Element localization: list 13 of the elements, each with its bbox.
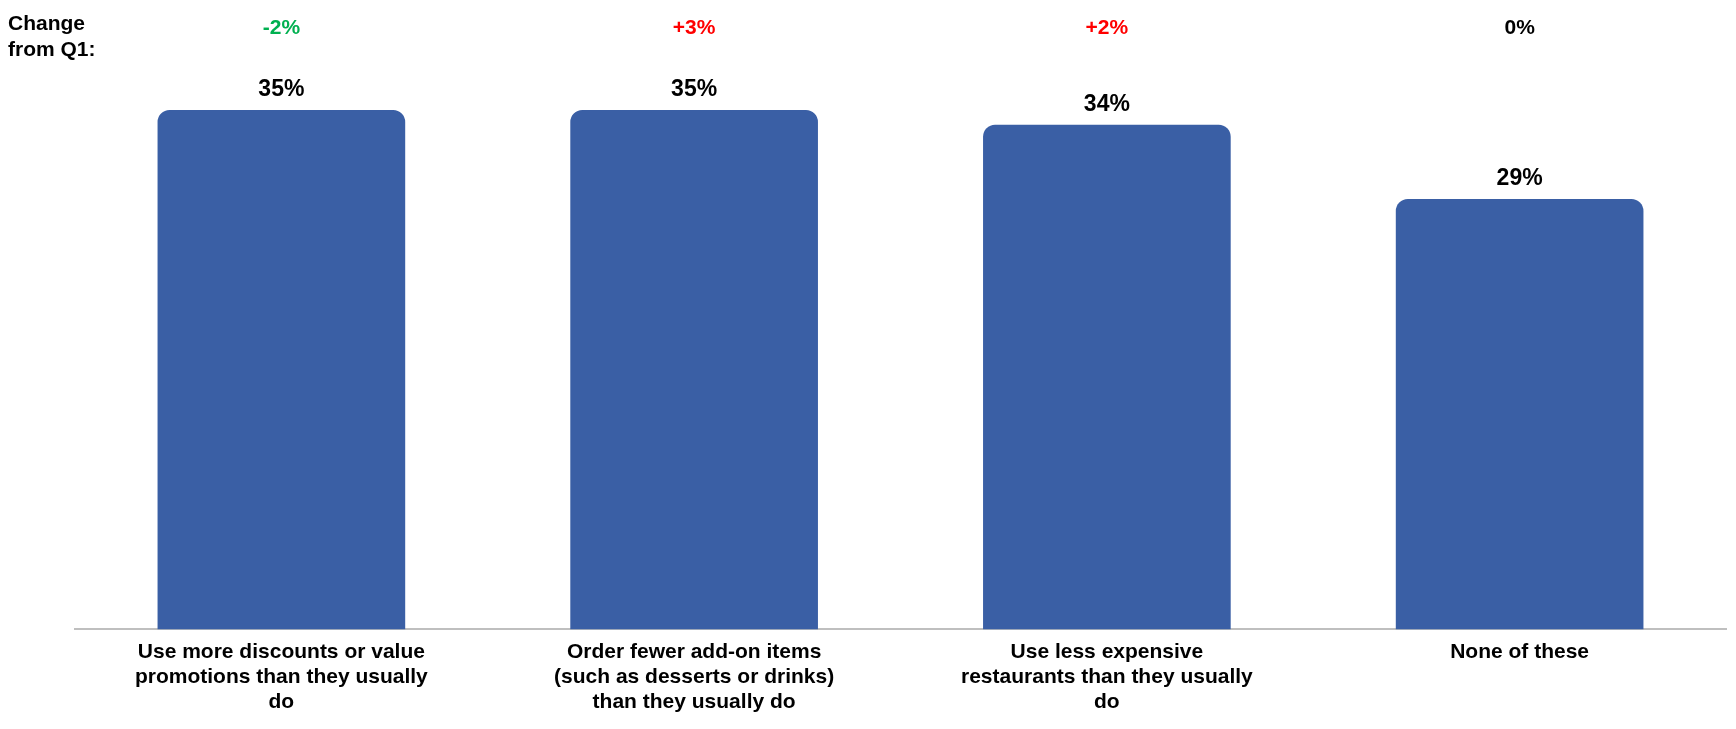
data-label: 29% (1496, 164, 1543, 191)
data-label: 35% (258, 75, 305, 102)
text: 0% (1504, 14, 1536, 38)
x-tick-label: None of these (1450, 638, 1590, 662)
text: -2% (262, 14, 301, 38)
x-tick-label: Use more discounts or value promotions than they usually do (134, 638, 429, 713)
data-label: 35% (671, 75, 718, 102)
x-tick-label: Order fewer add-on items (such as desserts or drinks) than they usually do (554, 638, 835, 713)
text: +3% (672, 14, 716, 38)
x-tick-label: Use less expensive restaurants than they usually do (960, 638, 1254, 713)
text: Change from Q1: (8, 10, 96, 60)
data-label: 34% (1083, 90, 1130, 117)
text: +2% (1085, 14, 1129, 38)
